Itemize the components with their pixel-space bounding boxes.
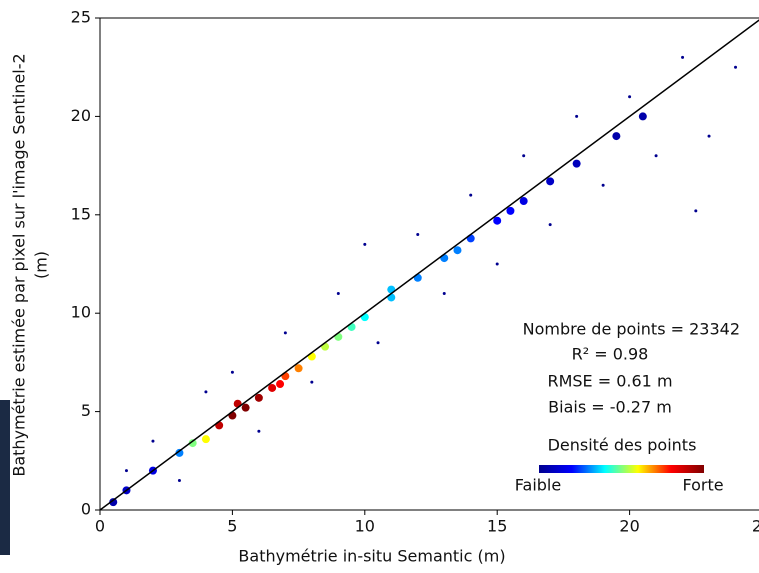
- point: [109, 498, 118, 507]
- point: [347, 322, 356, 331]
- point: [681, 55, 685, 59]
- point: [334, 332, 343, 341]
- point: [572, 159, 581, 168]
- x-tick-label: 5: [227, 517, 237, 536]
- point: [416, 232, 420, 236]
- annotation: Biais = -0.27 m: [548, 398, 672, 417]
- point: [307, 352, 316, 361]
- point: [654, 154, 658, 158]
- point: [321, 342, 330, 351]
- point: [694, 209, 698, 213]
- point: [387, 293, 396, 302]
- point: [281, 372, 290, 381]
- point: [360, 313, 369, 322]
- y-axis-label: (m): [32, 251, 51, 279]
- point: [283, 331, 287, 335]
- point: [387, 285, 396, 294]
- y-tick-label: 20: [71, 106, 91, 125]
- y-tick-label: 25: [71, 8, 91, 27]
- point: [228, 411, 237, 420]
- point: [548, 223, 552, 227]
- point: [575, 114, 579, 118]
- background-image-fragment: [0, 400, 10, 555]
- point: [276, 380, 285, 389]
- point: [254, 393, 263, 402]
- point: [294, 364, 303, 373]
- x-tick-label: 0: [95, 517, 105, 536]
- y-tick-label: 5: [81, 401, 91, 420]
- point: [612, 132, 621, 141]
- point: [707, 134, 711, 138]
- colorbar-low-label: Faible: [515, 476, 561, 495]
- point: [175, 448, 184, 457]
- point: [310, 380, 314, 384]
- x-tick-label: 15: [487, 517, 507, 536]
- point: [442, 292, 446, 296]
- x-tick-label: 20: [619, 517, 639, 536]
- point: [506, 206, 515, 215]
- point: [241, 403, 250, 412]
- x-tick-label: 25: [752, 517, 759, 536]
- point: [546, 177, 555, 186]
- point: [233, 399, 242, 408]
- point: [336, 292, 340, 296]
- point: [628, 95, 632, 99]
- reference-line: [99, 19, 759, 511]
- annotation: Nombre de points = 23342: [523, 320, 740, 339]
- point: [440, 254, 449, 263]
- y-tick-label: 10: [71, 303, 91, 322]
- annotation: R² = 0.98: [572, 345, 649, 364]
- x-tick-label: 10: [355, 517, 375, 536]
- point: [734, 65, 738, 69]
- point: [469, 193, 473, 197]
- point: [466, 234, 475, 243]
- point: [257, 429, 261, 433]
- point: [601, 183, 605, 187]
- y-axis-label: Bathymétrie estimée par pixel sur l'imag…: [10, 53, 29, 476]
- point: [201, 435, 210, 444]
- plot-frame: [99, 17, 759, 511]
- point: [215, 421, 224, 430]
- point: [124, 469, 128, 473]
- point: [177, 478, 181, 482]
- point: [413, 273, 422, 282]
- point: [519, 197, 528, 206]
- colorbar: [539, 465, 704, 473]
- point: [151, 439, 155, 443]
- annotation: RMSE = 0.61 m: [547, 372, 672, 391]
- y-tick-label: 15: [71, 204, 91, 223]
- point: [376, 341, 380, 345]
- point: [495, 262, 499, 266]
- point: [493, 216, 502, 225]
- y-tick-label: 0: [81, 500, 91, 519]
- point: [638, 112, 647, 121]
- point: [204, 390, 208, 394]
- point: [363, 242, 367, 246]
- point: [522, 154, 526, 158]
- point: [188, 439, 197, 448]
- colorbar-high-label: Forte: [682, 476, 723, 495]
- colorbar-title: Densité des points: [548, 436, 697, 455]
- x-axis-label: Bathymétrie in-situ Semantic (m): [238, 547, 505, 566]
- point: [453, 246, 462, 255]
- point: [268, 383, 277, 392]
- point: [230, 370, 234, 374]
